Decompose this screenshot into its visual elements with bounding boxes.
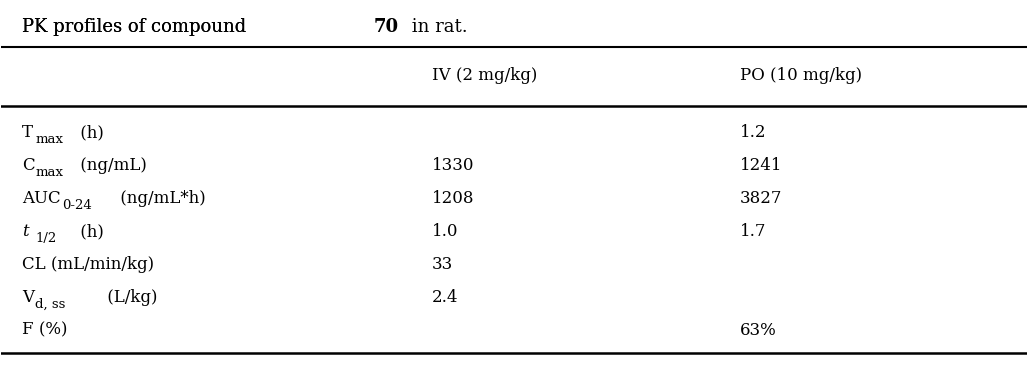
- Text: 1.0: 1.0: [432, 223, 458, 240]
- Text: max: max: [35, 133, 63, 146]
- Text: PO (10 mg/kg): PO (10 mg/kg): [739, 67, 861, 84]
- Text: t: t: [22, 223, 29, 240]
- Text: 1.2: 1.2: [739, 124, 766, 141]
- Text: 1241: 1241: [739, 157, 782, 174]
- Text: V: V: [22, 289, 34, 306]
- Text: 63%: 63%: [739, 322, 776, 339]
- Text: max: max: [35, 166, 63, 179]
- Text: 70: 70: [373, 18, 399, 36]
- Text: (ng/mL): (ng/mL): [75, 157, 147, 174]
- Text: PK profiles of compound: PK profiles of compound: [22, 18, 252, 36]
- Text: (h): (h): [75, 223, 104, 240]
- Text: (ng/mL*h): (ng/mL*h): [115, 190, 206, 207]
- Text: 33: 33: [432, 256, 453, 273]
- Text: 2.4: 2.4: [432, 289, 458, 306]
- Text: (h): (h): [75, 124, 104, 141]
- Text: PK profiles of compound: PK profiles of compound: [22, 18, 252, 36]
- Text: 0-24: 0-24: [62, 199, 91, 212]
- Text: 3827: 3827: [739, 190, 782, 207]
- Text: in rat.: in rat.: [406, 18, 468, 36]
- Text: C: C: [22, 157, 35, 174]
- Text: T: T: [22, 124, 33, 141]
- Text: AUC: AUC: [22, 190, 61, 207]
- Text: IV (2 mg/kg): IV (2 mg/kg): [432, 67, 538, 84]
- Text: 1208: 1208: [432, 190, 475, 207]
- Text: d, ss: d, ss: [35, 298, 66, 311]
- Text: 1/2: 1/2: [35, 232, 57, 245]
- Text: CL (mL/min/kg): CL (mL/min/kg): [22, 256, 154, 273]
- Text: 1.7: 1.7: [739, 223, 766, 240]
- Text: F (%): F (%): [22, 322, 68, 339]
- Text: 1330: 1330: [432, 157, 475, 174]
- Text: (L/kg): (L/kg): [102, 289, 157, 306]
